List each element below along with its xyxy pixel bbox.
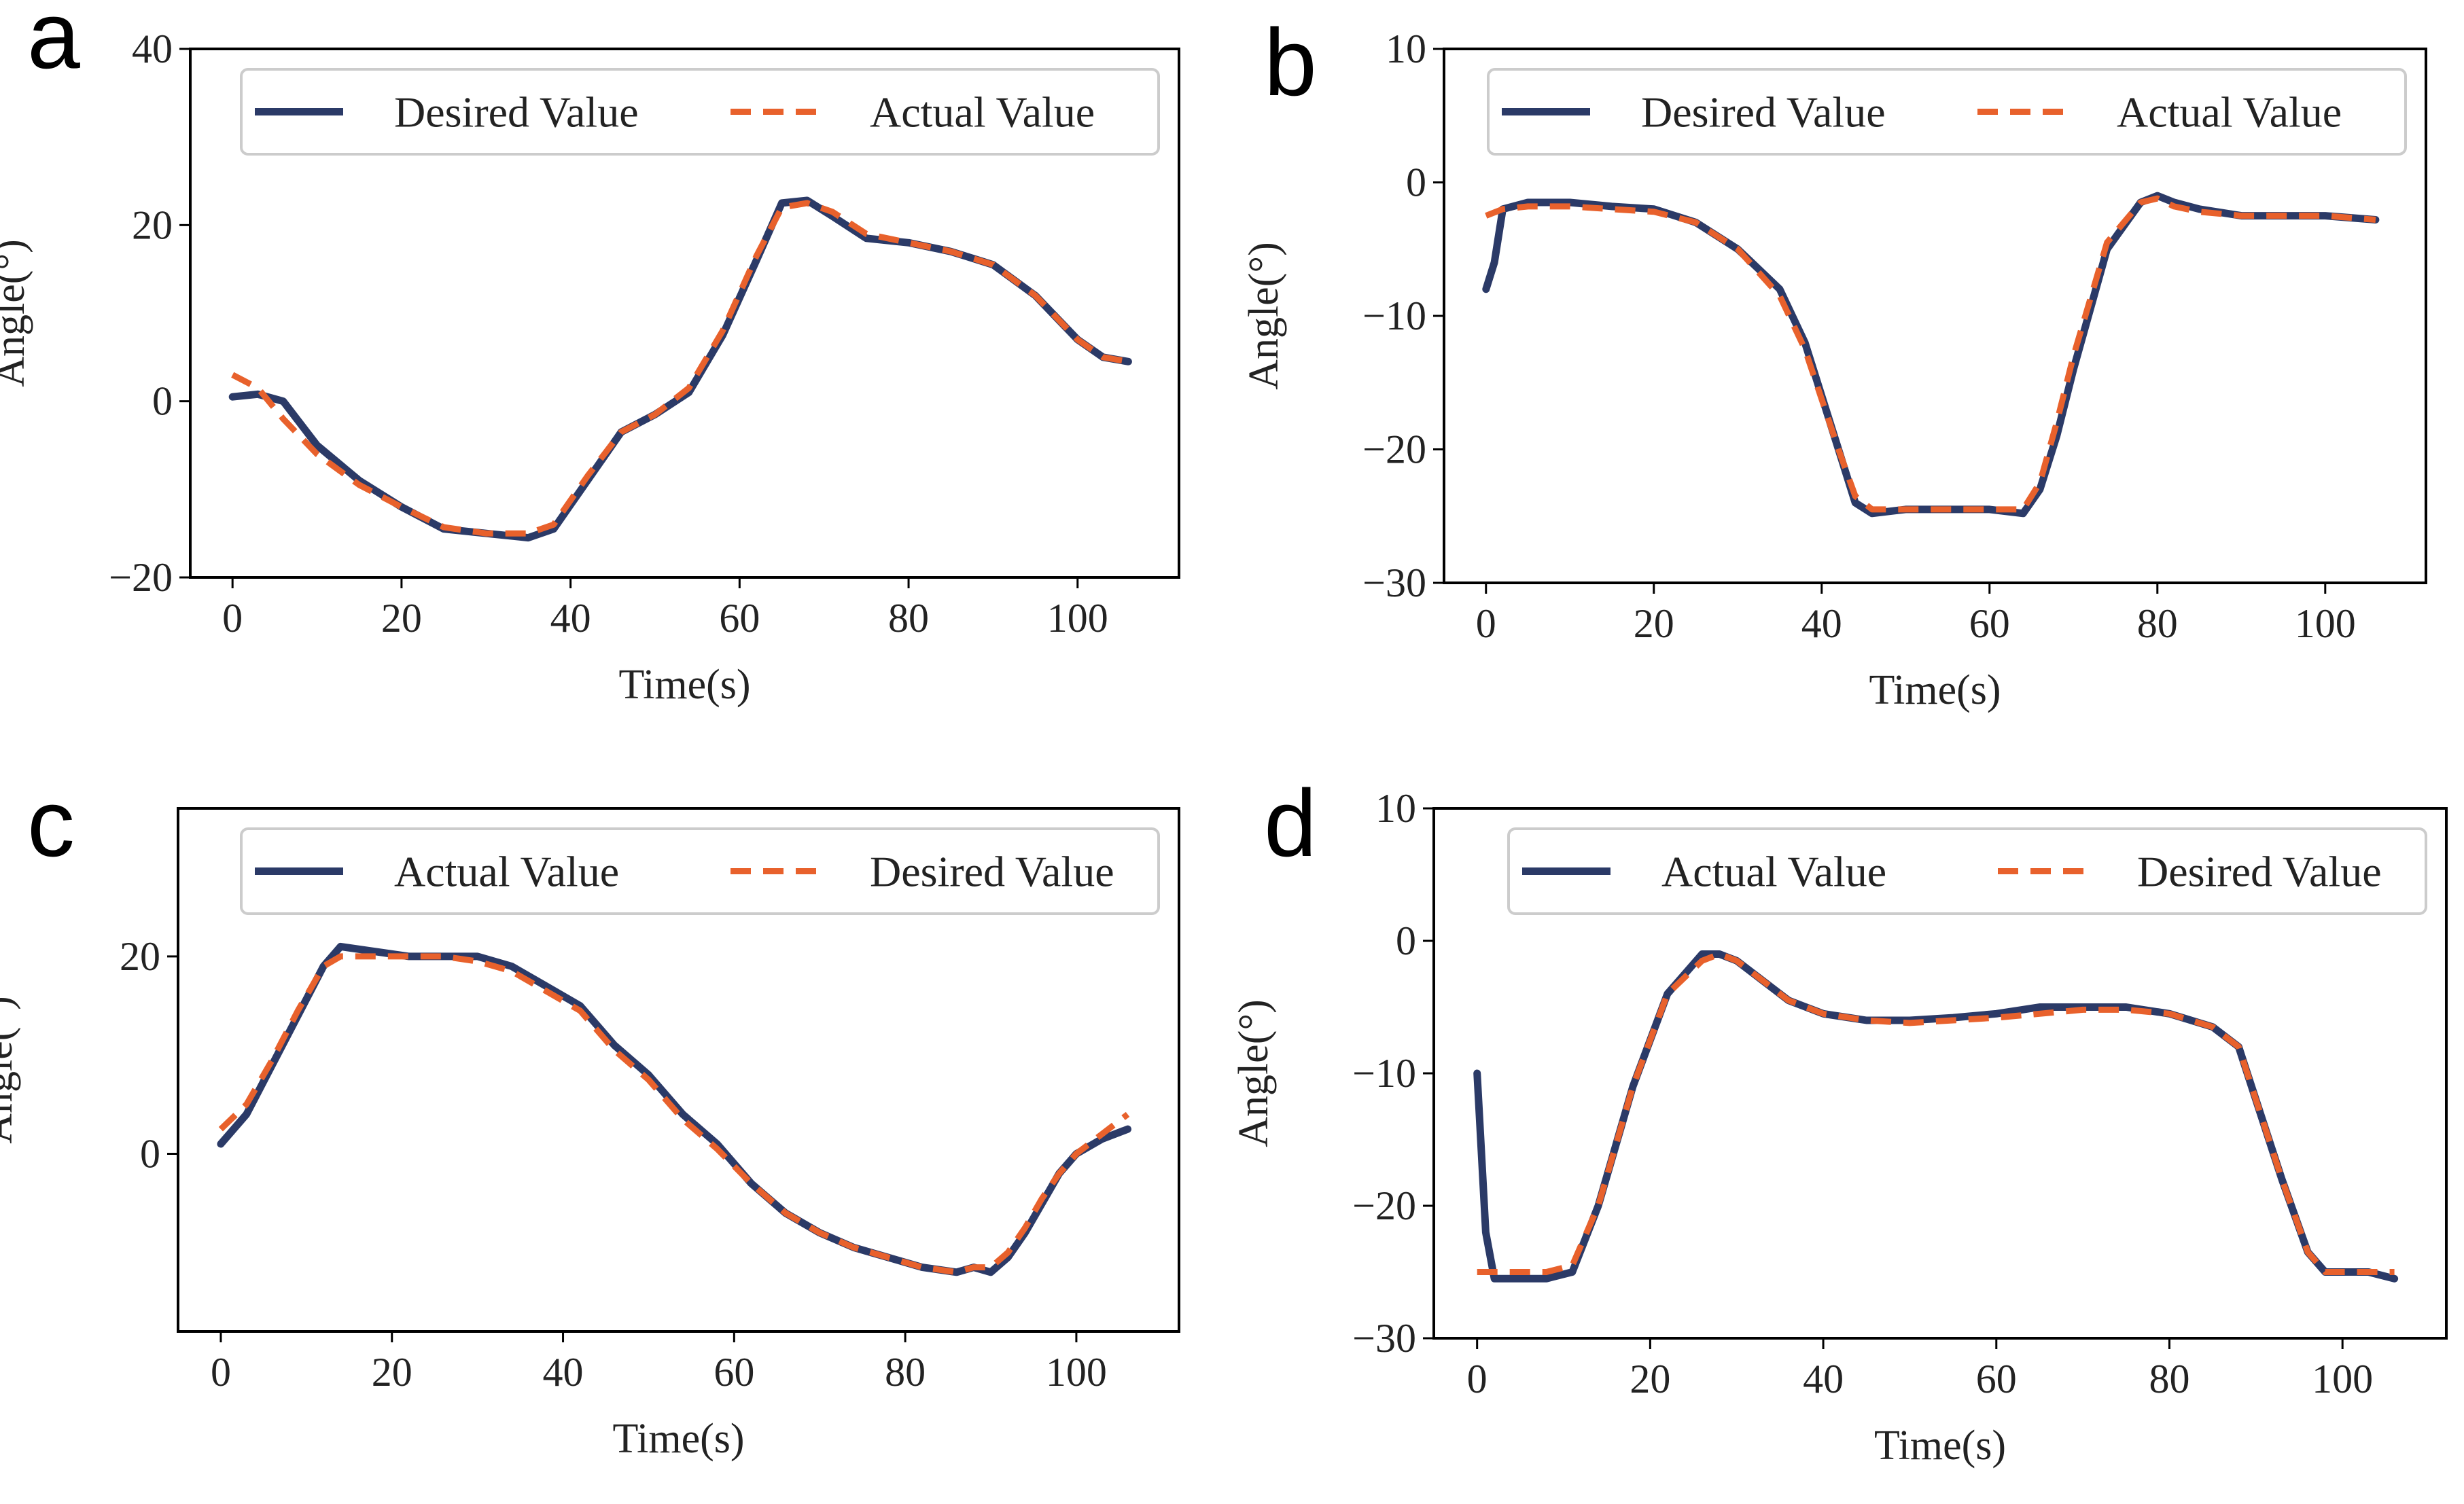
- y-tick-label: 20: [120, 934, 160, 979]
- plot-area: [1473, 950, 2399, 1283]
- x-tick-label: 40: [550, 596, 591, 641]
- legend-entry: Actual Value: [870, 88, 1095, 137]
- legend-box: [240, 827, 1160, 915]
- y-axis-label: Angle(°): [0, 996, 21, 1144]
- y-axis-label: Angle(°): [0, 239, 33, 387]
- x-axis-label: Time(s): [618, 662, 750, 708]
- x-tick-label: 80: [2137, 601, 2178, 646]
- x-tick-label: 0: [1476, 601, 1496, 646]
- y-tick-label: −20: [1362, 427, 1426, 472]
- x-tick-label: 80: [2149, 1357, 2189, 1401]
- x-tick-label: 60: [1969, 601, 2010, 646]
- x-tick-label: 100: [2295, 601, 2356, 646]
- chart-panel-b: b 0 20 40 60 80 100 −30 −20 −10 0 10 Time(s) Angle(°)…: [1241, 9, 2427, 713]
- legend: Actual Value Desired Value: [240, 827, 1160, 915]
- x-tick-label: 100: [1047, 596, 1108, 641]
- legend-entry: Actual Value: [2117, 88, 2342, 137]
- series-line-actual-value: [1485, 195, 2376, 513]
- plot-area: [228, 196, 1132, 542]
- x-tick-label: 0: [211, 1350, 231, 1395]
- legend-entry: Desired Value: [2137, 848, 2382, 896]
- y-tick-label: 10: [1375, 786, 1416, 831]
- x-tick-label: 0: [1467, 1357, 1488, 1401]
- y-tick-label: 0: [140, 1131, 160, 1176]
- chart-panel-d: d 0 20 40 60 80 100 −30 −20 −10 0 10 Time(s) Angle(°)…: [1231, 770, 2448, 1469]
- series-line-desired-value: [1477, 951, 2395, 1275]
- axes-frame: [189, 48, 1180, 579]
- x-tick-label: 100: [2312, 1357, 2373, 1401]
- legend-entry: Actual Value: [394, 848, 619, 896]
- legend-entry: Desired Value: [394, 88, 639, 137]
- y-tick-label: −30: [1362, 560, 1426, 605]
- y-tick-label: −20: [109, 555, 173, 600]
- x-axis-label: Time(s): [612, 1416, 744, 1462]
- series-line-actual-value: [1473, 950, 2399, 1283]
- y-tick-label: −10: [1362, 293, 1426, 338]
- y-tick-label: 0: [152, 379, 173, 424]
- x-tick-label: 40: [1801, 601, 1842, 646]
- x-tick-label: 40: [543, 1350, 584, 1395]
- legend-entry: Desired Value: [1641, 88, 1886, 137]
- series-line-actual-value: [217, 942, 1131, 1276]
- legend-box: [1507, 827, 2427, 915]
- x-tick-label: 60: [714, 1350, 754, 1395]
- legend-entry: Actual Value: [1661, 848, 1886, 896]
- x-tick-label: 20: [1630, 1357, 1670, 1401]
- x-axis-label: Time(s): [1869, 667, 2001, 713]
- y-tick-label: 20: [132, 202, 173, 247]
- legend: Actual Value Desired Value: [1507, 827, 2427, 915]
- x-tick-label: 80: [885, 1350, 926, 1395]
- x-tick-label: 80: [888, 596, 929, 641]
- panel-letter: c: [27, 770, 75, 876]
- legend-entry: Desired Value: [870, 848, 1114, 896]
- series-line-desired-value: [1482, 192, 2380, 518]
- series-line-actual-value: [231, 200, 1129, 537]
- y-tick-label: 0: [1396, 918, 1416, 963]
- x-tick-label: 60: [1976, 1357, 2017, 1401]
- series-line-desired-value: [218, 953, 1130, 1276]
- y-tick-label: −30: [1352, 1316, 1416, 1361]
- y-tick-label: −10: [1352, 1051, 1416, 1096]
- x-tick-label: 20: [1634, 601, 1674, 646]
- x-tick-label: 20: [372, 1350, 412, 1395]
- panel-letter: a: [27, 0, 80, 88]
- chart-panel-a: a 0 20 40 60 80 100 −20 0 20 40 Time(s) Angle(°) Desi…: [0, 0, 1180, 708]
- x-tick-label: 100: [1046, 1350, 1107, 1395]
- panel-letter: d: [1264, 770, 1317, 876]
- y-axis-label: Angle(°): [1231, 999, 1277, 1147]
- x-tick-label: 40: [1803, 1357, 1844, 1401]
- axes-frame: [177, 807, 1180, 1333]
- legend: Desired Value Actual Value: [1487, 68, 2407, 156]
- legend: Desired Value Actual Value: [240, 68, 1160, 156]
- x-axis-label: Time(s): [1874, 1422, 2006, 1469]
- y-tick-label: 10: [1386, 26, 1426, 71]
- plot-area: [217, 942, 1131, 1276]
- y-axis-label: Angle(°): [1241, 242, 1287, 390]
- y-tick-label: 0: [1406, 160, 1426, 205]
- panel-letter: b: [1264, 9, 1317, 115]
- legend-box: [240, 68, 1160, 156]
- x-tick-label: 20: [381, 596, 422, 641]
- legend-box: [1487, 68, 2407, 156]
- x-tick-label: 0: [222, 596, 243, 641]
- chart-panel-c: c 0 20 40 60 80 100 0 20 Time(s) Angle(°) Actual Va…: [0, 770, 1180, 1462]
- plot-area: [1482, 192, 2380, 518]
- y-tick-label: 40: [132, 26, 173, 71]
- x-tick-label: 60: [719, 596, 760, 641]
- y-tick-label: −20: [1352, 1183, 1416, 1228]
